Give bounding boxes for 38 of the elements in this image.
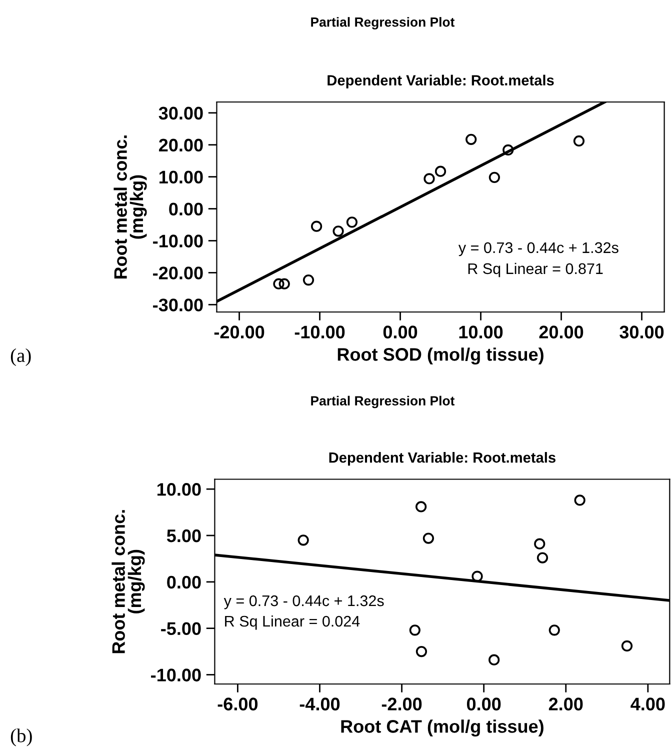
chart-title: Partial Regression Plot xyxy=(311,17,455,30)
text: (b) xyxy=(10,728,32,746)
chart-title: Partial Regression Plot xyxy=(311,396,455,408)
annotation: y = 0.73 - 0.44c + 1.32s xyxy=(224,595,384,610)
annotation: R Sq Linear = 0.871 xyxy=(468,262,603,278)
x-tick-label: 20.00 xyxy=(539,326,584,338)
x-tick-label: 30.00 xyxy=(620,326,664,338)
x-tick-label: 0.00 xyxy=(383,326,418,338)
y-tick-label: 0.00 xyxy=(167,576,201,589)
x-tick-label: -10.00 xyxy=(294,326,345,338)
x-tick-label: -20.00 xyxy=(214,326,264,338)
y-tick-label: 30.00 xyxy=(158,106,203,120)
y-tick-label: 10.00 xyxy=(159,170,203,184)
y-axis-title: Root metal conc. (mg/kg) xyxy=(112,510,145,654)
x-tick-label: -2.00 xyxy=(382,698,422,710)
y-axis-title: Root metal conc. (mg/kg) xyxy=(114,136,147,279)
x-tick-label: -4.00 xyxy=(300,698,340,710)
annotation: R Sq Linear = 0.024 xyxy=(225,615,360,630)
chart-subtitle: Dependent Variable: Root.metals xyxy=(329,452,556,466)
y-tick-label: -30.00 xyxy=(153,298,203,312)
x-tick-label: 0.00 xyxy=(466,698,501,710)
text: (a) xyxy=(10,348,31,366)
x-tick-label: 2.00 xyxy=(548,698,583,710)
y-tick-label: 20.00 xyxy=(158,138,203,152)
annotation: y = 0.73 - 0.44c + 1.32s xyxy=(458,242,618,256)
y-tick-label: -5.00 xyxy=(161,622,201,636)
chart-subtitle: Dependent Variable: Root.metals xyxy=(328,74,554,88)
y-tick-label: -20.00 xyxy=(153,266,203,280)
x-tick-label: 4.00 xyxy=(630,698,665,710)
y-tick-label: 5.00 xyxy=(166,529,201,542)
y-tick-label: -10.00 xyxy=(151,668,201,682)
x-axis-title: Root CAT (mol/g tissue) xyxy=(341,720,544,736)
x-tick-label: 10.00 xyxy=(459,326,503,338)
x-axis-title: Root SOD (mol/g tissue) xyxy=(338,348,544,364)
x-tick-label: -6.00 xyxy=(218,698,258,710)
y-tick-label: 0.00 xyxy=(169,202,203,216)
y-tick-label: 10.00 xyxy=(157,483,201,496)
y-tick-label: -10.00 xyxy=(153,234,203,248)
